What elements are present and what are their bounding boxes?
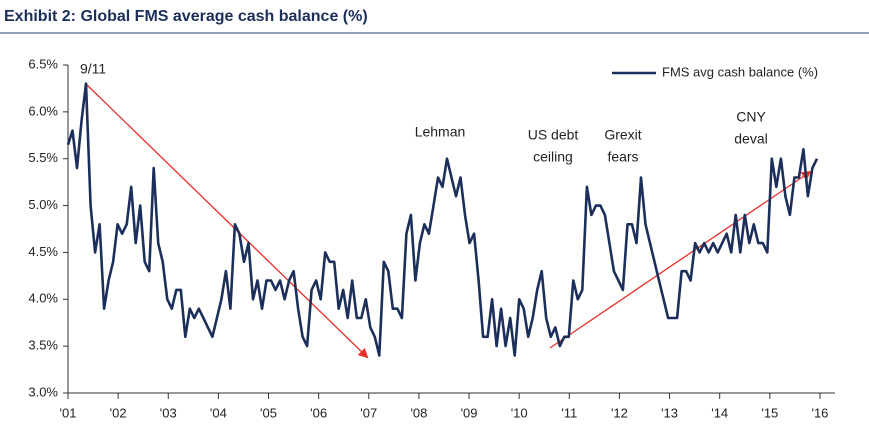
legend-label: FMS avg cash balance (%) (662, 64, 818, 79)
x-tick-label: '01 (60, 405, 77, 420)
x-tick-label: '13 (661, 405, 678, 420)
x-tick-label: '10 (511, 405, 528, 420)
annotation: CNY (736, 109, 766, 125)
annotation: Grexit (604, 127, 641, 143)
y-tick-label: 5.0% (28, 197, 58, 212)
y-tick-label: 4.0% (28, 291, 58, 306)
x-tick-label: '08 (410, 405, 427, 420)
x-tick-label: '04 (210, 405, 227, 420)
y-tick-label: 3.0% (28, 384, 58, 399)
annotation: 9/11 (80, 61, 106, 77)
annotation: fears (607, 149, 638, 165)
x-tick-label: '02 (110, 405, 127, 420)
x-tick-label: '15 (761, 405, 778, 420)
x-tick-label: '05 (260, 405, 277, 420)
x-tick-label: '07 (360, 405, 377, 420)
y-tick-label: 4.5% (28, 244, 58, 259)
y-tick-label: 3.5% (28, 338, 58, 353)
x-tick-label: '11 (561, 405, 577, 420)
annotation: ceiling (533, 149, 573, 165)
x-tick-label: '14 (711, 405, 728, 420)
x-tick-label: '16 (811, 405, 828, 420)
y-tick-label: 5.5% (28, 150, 58, 165)
y-tick-label: 6.5% (28, 56, 58, 71)
x-tick-label: '06 (310, 405, 327, 420)
trend-arrow (84, 82, 369, 359)
annotation: Lehman (415, 124, 466, 140)
x-tick-label: '03 (160, 405, 177, 420)
y-tick-label: 6.0% (28, 103, 58, 118)
chart-title: Exhibit 2: Global FMS average cash balan… (4, 8, 368, 25)
x-tick-label: '12 (611, 405, 628, 420)
trend-arrow (549, 170, 812, 349)
annotation: deval (734, 131, 767, 147)
annotation: US debt (528, 127, 579, 143)
data-line (66, 82, 819, 357)
x-tick-label: '09 (461, 405, 478, 420)
